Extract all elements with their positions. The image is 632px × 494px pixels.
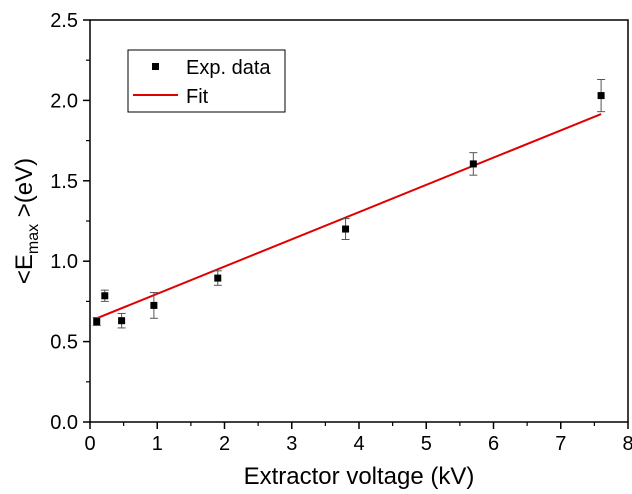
data-point bbox=[101, 292, 109, 300]
y-tick-label: 1.0 bbox=[50, 251, 78, 273]
legend: Exp. data Fit bbox=[127, 49, 286, 113]
x-tick-label: 4 bbox=[353, 433, 364, 455]
x-tick-label: 6 bbox=[488, 433, 499, 455]
data-points bbox=[93, 92, 605, 325]
fit-line-layer bbox=[96, 113, 602, 320]
error-bars bbox=[92, 78, 606, 329]
y-axis-title-subscript: max bbox=[25, 224, 42, 254]
legend-box bbox=[127, 49, 286, 113]
y-axis-title: <Emax >(eV) bbox=[11, 158, 42, 284]
data-point bbox=[118, 317, 126, 325]
y-axis-title-suffix: >(eV) bbox=[11, 158, 38, 224]
y-tick-label: 0.0 bbox=[50, 412, 78, 434]
y-axis-title-prefix: <E bbox=[11, 254, 38, 284]
data-point bbox=[597, 92, 605, 100]
legend-fit-label: Fit bbox=[186, 86, 209, 108]
y-tick-label: 0.5 bbox=[50, 332, 78, 354]
legend-exp-data-label: Exp. data bbox=[186, 57, 271, 79]
data-point bbox=[93, 318, 101, 325]
x-axis-title: Extractor voltage (kV) bbox=[244, 463, 475, 490]
x-tick-label: 0 bbox=[84, 433, 95, 455]
x-tick-label: 1 bbox=[152, 433, 163, 455]
x-tick-label: 5 bbox=[421, 433, 432, 455]
y-tick-label: 2.5 bbox=[50, 10, 78, 32]
data-point bbox=[342, 225, 350, 233]
x-tick-label: 7 bbox=[555, 433, 566, 455]
data-point bbox=[150, 301, 158, 309]
data-point bbox=[469, 160, 477, 168]
y-tick-label: 2.0 bbox=[50, 90, 78, 112]
x-tick-label: 3 bbox=[286, 433, 297, 455]
data-point bbox=[214, 274, 222, 282]
legend-exp-data-marker bbox=[152, 63, 159, 70]
fit-line bbox=[96, 113, 602, 320]
x-tick-label: 8 bbox=[622, 433, 632, 455]
axis-ticks: 0 1 2 3 4 5 6 7 8 0.0 0.5 1.0 1.5 2.0 2.5 bbox=[50, 10, 632, 455]
x-tick-label: 2 bbox=[219, 433, 230, 455]
y-tick-label: 1.5 bbox=[50, 171, 78, 193]
